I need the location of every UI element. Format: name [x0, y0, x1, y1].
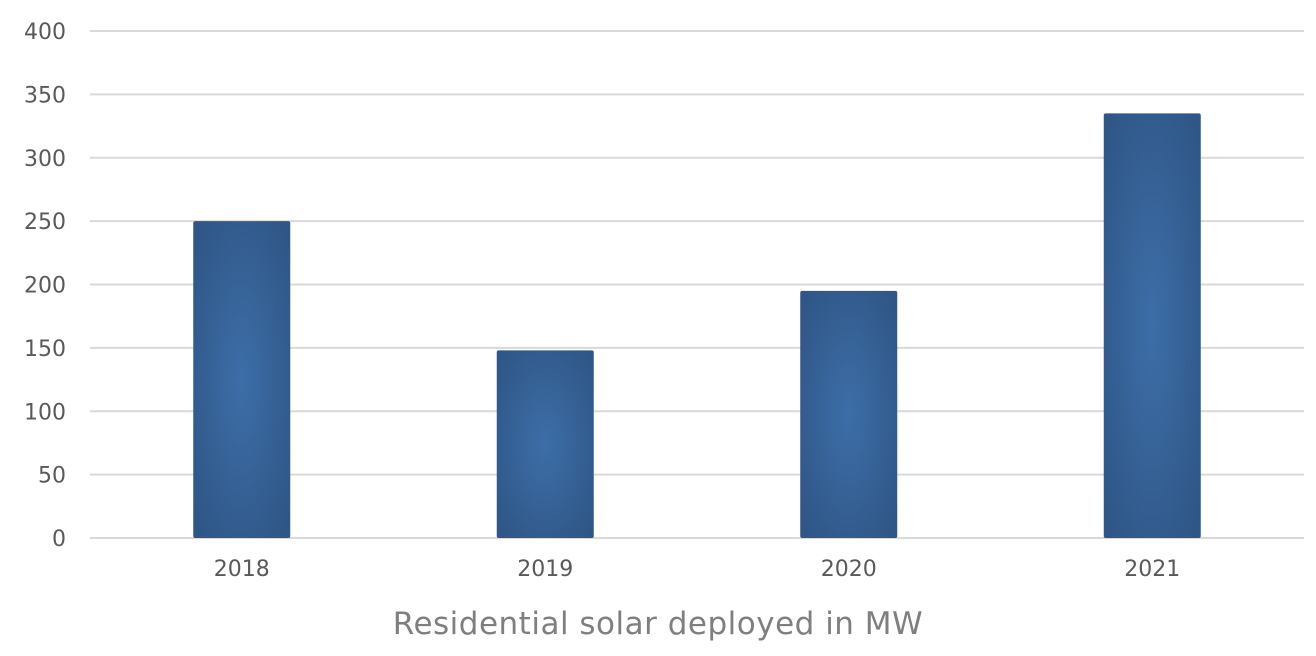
- bars: [193, 113, 1201, 538]
- x-tick-label: 2019: [517, 557, 573, 582]
- y-tick-label: 250: [24, 210, 66, 235]
- x-tick-label: 2021: [1124, 557, 1180, 582]
- gridlines: [90, 30, 1304, 539]
- y-tick-label: 300: [24, 147, 66, 172]
- x-tick-label: 2018: [214, 557, 270, 582]
- y-tick-label: 400: [24, 20, 66, 45]
- bar-2020: [800, 290, 898, 538]
- y-tick-label: 0: [52, 527, 66, 552]
- y-tick-label: 50: [38, 464, 66, 489]
- x-tick-label: 2020: [821, 557, 877, 582]
- bar-2021: [1103, 113, 1201, 538]
- y-axis-ticks: 0 50 100 150 200 250 300 350 400: [24, 20, 66, 552]
- y-tick-label: 350: [24, 83, 66, 108]
- y-tick-label: 200: [24, 274, 66, 299]
- bar-2018: [193, 221, 291, 538]
- bar-2019: [496, 350, 594, 538]
- x-axis-title: Residential solar deployed in MW: [393, 606, 923, 642]
- y-tick-label: 100: [24, 400, 66, 425]
- y-tick-label: 150: [24, 337, 66, 362]
- x-axis-ticks: 2018 2019 2020 2021: [214, 557, 1181, 582]
